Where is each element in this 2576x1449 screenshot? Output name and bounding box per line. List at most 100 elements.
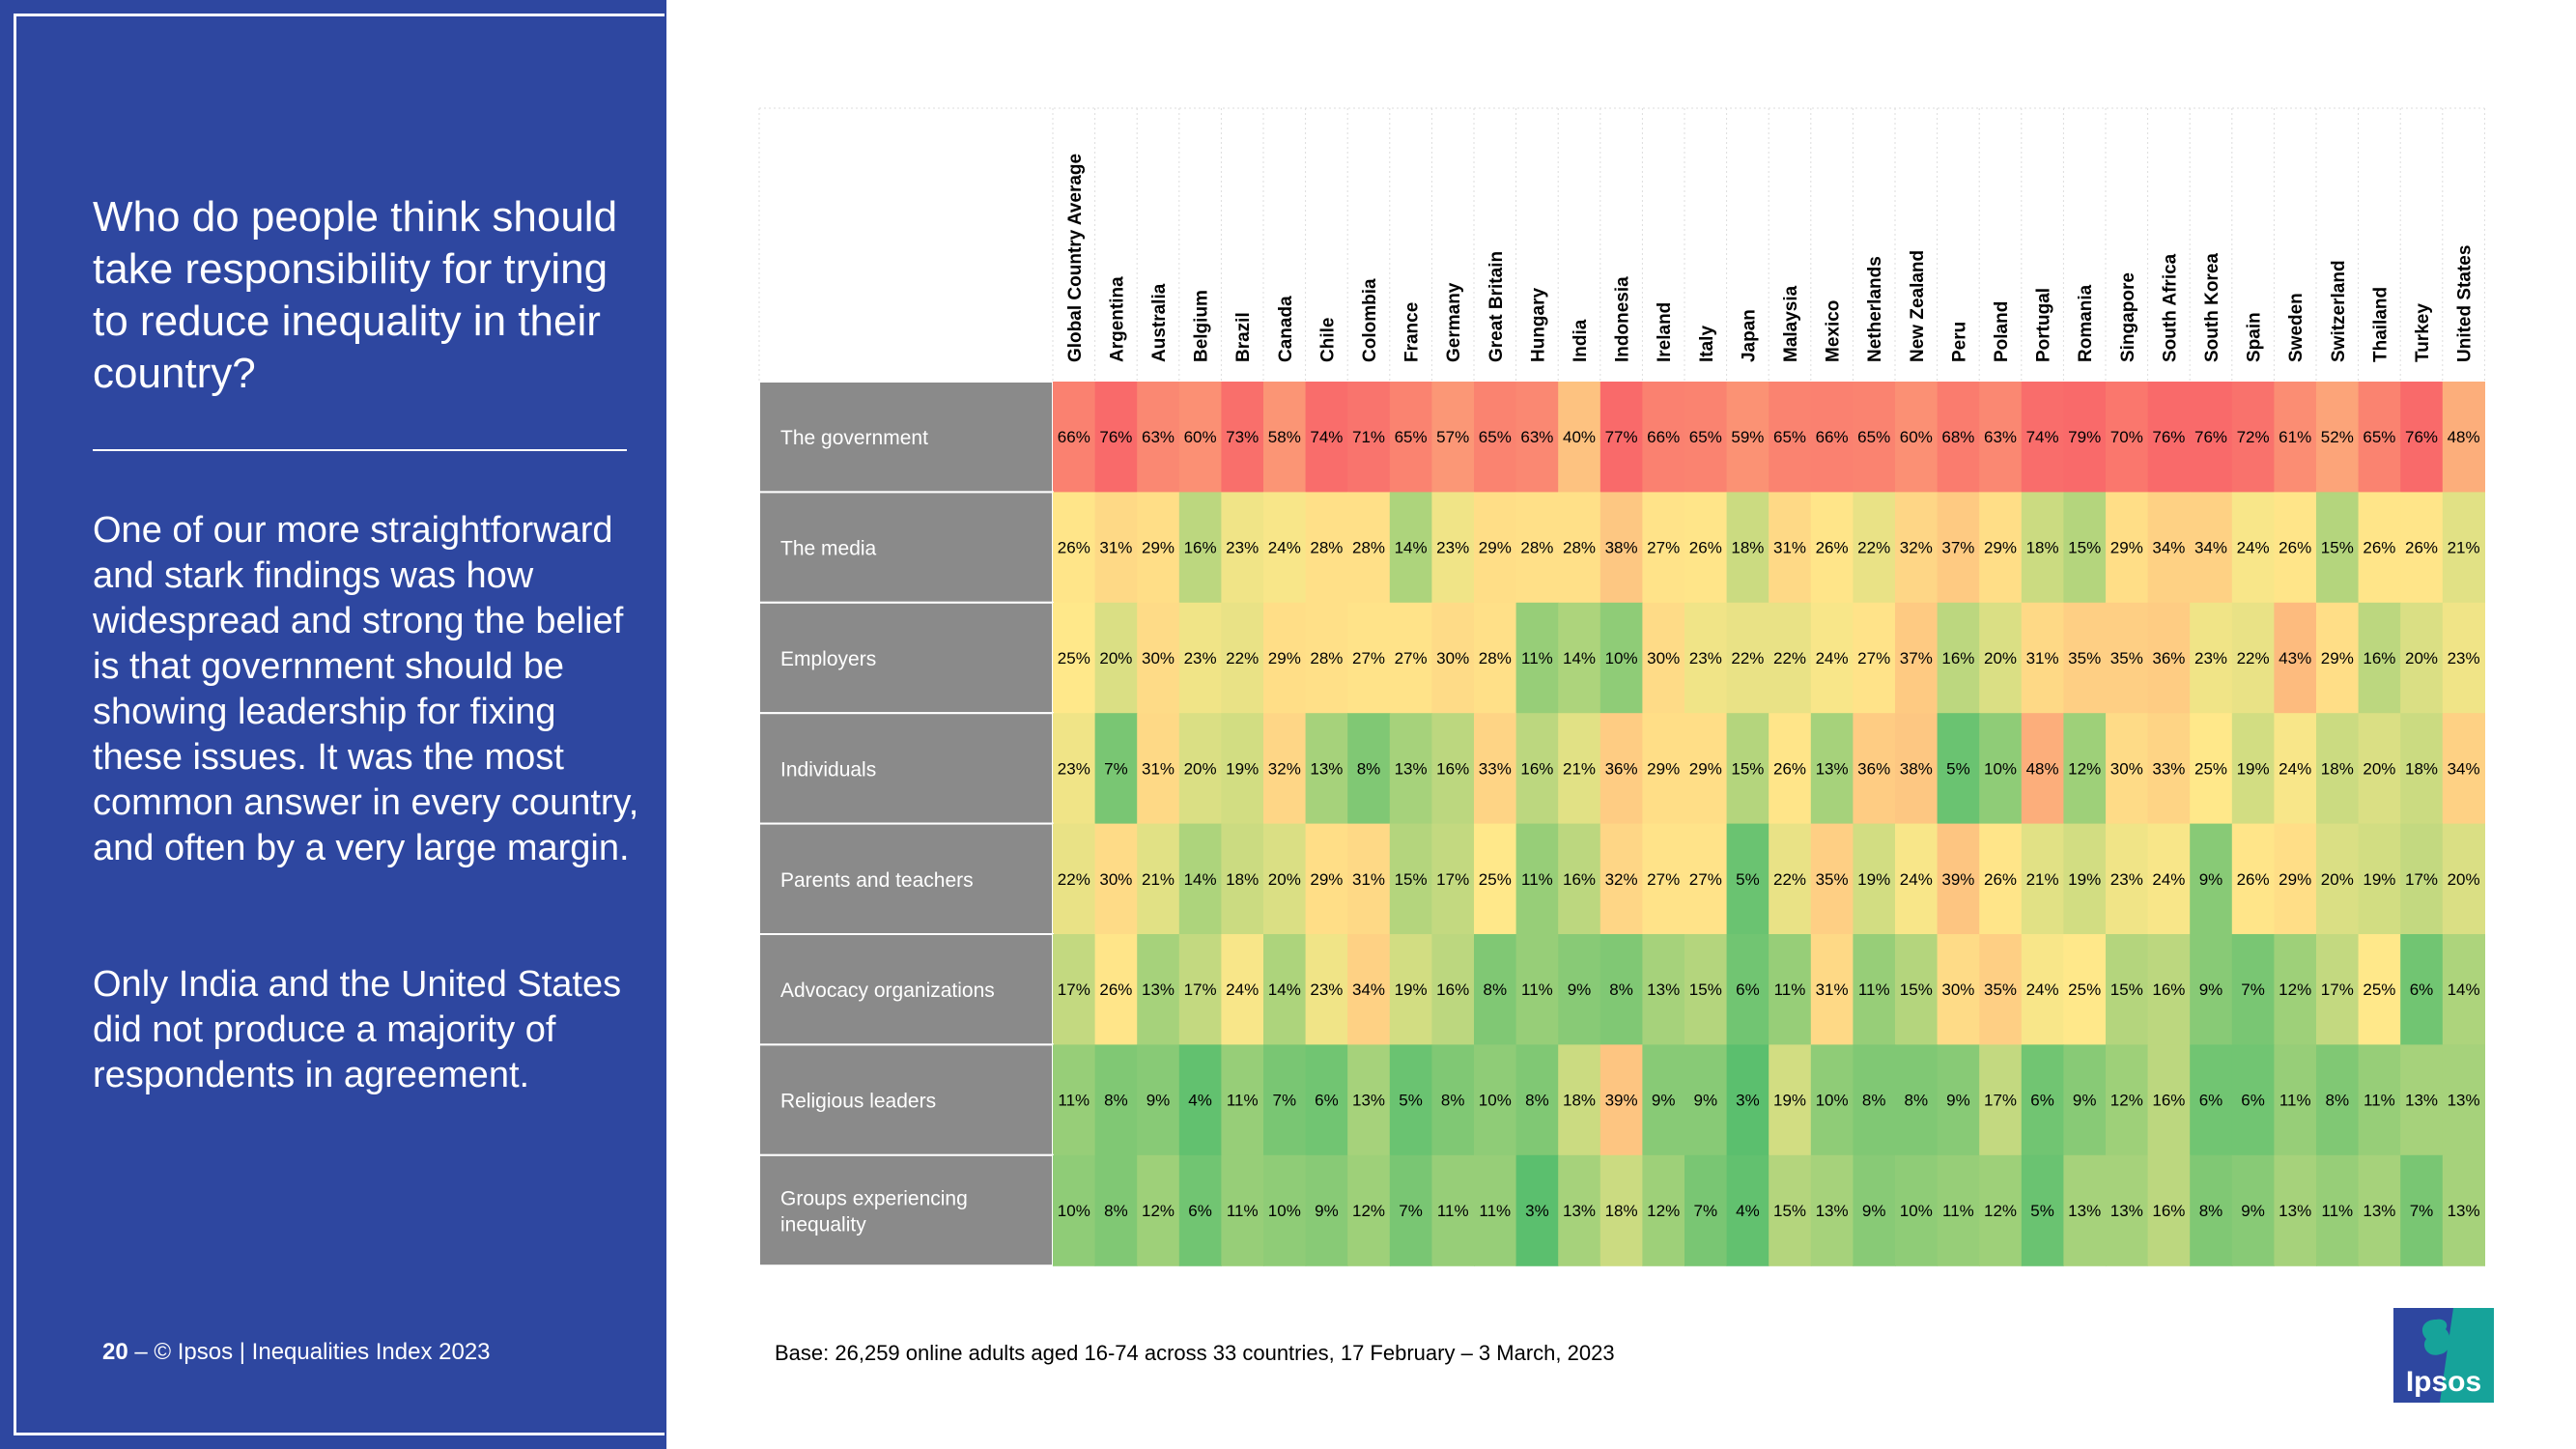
cell-value: 30% [1941,980,1974,999]
cell-value: 38% [1605,539,1638,557]
column-header: Peru [1949,322,1969,362]
cell-value: 17% [2321,980,2354,999]
cell-value: 11% [1227,1202,1259,1220]
cell-value: 63% [1984,428,2017,446]
cell-value: 16% [2152,980,2185,999]
cell-value: 31% [2026,649,2059,668]
cell-value: 20% [2363,759,2395,778]
cell-value: 35% [1984,980,2017,999]
cell-value: 9% [1315,1202,1339,1220]
row-label: Religious leaders [780,1091,936,1113]
cell-value: 3% [1736,1092,1760,1110]
cell-value: 12% [1647,1202,1680,1220]
cell-value: 13% [1395,759,1428,778]
cell-value: 30% [1099,870,1132,889]
column-header: Italy [1697,326,1717,362]
cell-value: 23% [1058,759,1090,778]
column-header: Sweden [2286,293,2307,362]
cell-value: 8% [1441,1092,1465,1110]
cell-value: 7% [1273,1092,1297,1110]
cell-value: 25% [1479,870,1512,889]
cell-value: 39% [1941,870,1974,889]
cell-value: 26% [1099,980,1132,999]
cell-value: 29% [1647,759,1680,778]
cell-value: 19% [2237,759,2270,778]
cell-value: 33% [2152,759,2185,778]
cell-value: 6% [2199,1092,2223,1110]
cell-value: 5% [1399,1092,1423,1110]
cell-value: 27% [1395,649,1428,668]
cell-value: 59% [1731,428,1764,446]
cell-value: 9% [1862,1202,1886,1220]
cell-value: 34% [2448,759,2480,778]
column-header: Indonesia [1613,276,1633,362]
cell-value: 24% [1268,539,1301,557]
cell-value: 36% [1605,759,1638,778]
cell-value: 26% [2279,539,2311,557]
cell-value: 20% [1099,649,1132,668]
cell-value: 21% [1142,870,1175,889]
cell-value: 13% [2363,1202,2395,1220]
cell-value: 17% [1184,980,1217,999]
cell-value: 17% [2405,870,2438,889]
cell-value: 37% [1900,649,1933,668]
cell-value: 28% [1310,539,1343,557]
cell-value: 25% [2068,980,2101,999]
cell-value: 9% [1146,1092,1171,1110]
cell-value: 16% [1436,759,1469,778]
cell-value: 15% [1731,759,1764,778]
cell-value: 10% [1816,1092,1849,1110]
cell-value: 29% [2321,649,2354,668]
column-header: Netherlands [1865,256,1885,362]
cell-value: 36% [2152,649,2185,668]
cell-value: 17% [1984,1092,2017,1110]
cell-value: 66% [1058,428,1090,446]
cell-value: 36% [1857,759,1890,778]
row-label: Parents and teachers [780,869,974,892]
cell-value: 30% [1647,649,1680,668]
column-header: Ireland [1655,302,1675,362]
cell-value: 21% [2026,870,2059,889]
ipsos-logo: Ipsos [2393,1308,2494,1403]
cell-value: 15% [2321,539,2354,557]
cell-value: 16% [2152,1202,2185,1220]
cell-value: 40% [1563,428,1596,446]
cell-value: 23% [1689,649,1722,668]
cell-value: 18% [2321,759,2354,778]
cell-value: 11% [1479,1202,1511,1220]
cell-value: 4% [1736,1202,1760,1220]
cell-value: 15% [1395,870,1428,889]
cell-value: 26% [2363,539,2395,557]
cell-value: 12% [1984,1202,2017,1220]
cell-value: 28% [1479,649,1512,668]
cell-value: 16% [2363,649,2395,668]
cell-value: 13% [2405,1092,2438,1110]
cell-value: 24% [2152,870,2185,889]
cell-value: 7% [2410,1202,2434,1220]
cell-value: 66% [1816,428,1849,446]
cell-value: 27% [1352,649,1385,668]
cell-value: 76% [2152,428,2185,446]
cell-value: 9% [2073,1092,2097,1110]
cell-value: 32% [1268,759,1301,778]
column-header: Chile [1317,318,1338,362]
cell-value: 7% [2241,980,2265,999]
cell-value: 5% [1946,759,1970,778]
cell-value: 8% [1357,759,1381,778]
cell-value: 3% [1525,1202,1549,1220]
cell-value: 26% [1773,759,1806,778]
cell-value: 20% [2448,870,2480,889]
column-header: Spain [2245,312,2265,362]
cell-value: 23% [2194,649,2227,668]
cell-value: 76% [1099,428,1132,446]
cell-value: 52% [2321,428,2354,446]
cell-value: 63% [1142,428,1175,446]
cell-value: 18% [1563,1092,1596,1110]
cell-value: 23% [1184,649,1217,668]
cell-value: 9% [2199,980,2223,999]
cell-value: 35% [2110,649,2143,668]
cell-value: 7% [1694,1202,1718,1220]
cell-value: 35% [1816,870,1849,889]
cell-value: 30% [2110,759,2143,778]
cell-value: 26% [1984,870,2017,889]
